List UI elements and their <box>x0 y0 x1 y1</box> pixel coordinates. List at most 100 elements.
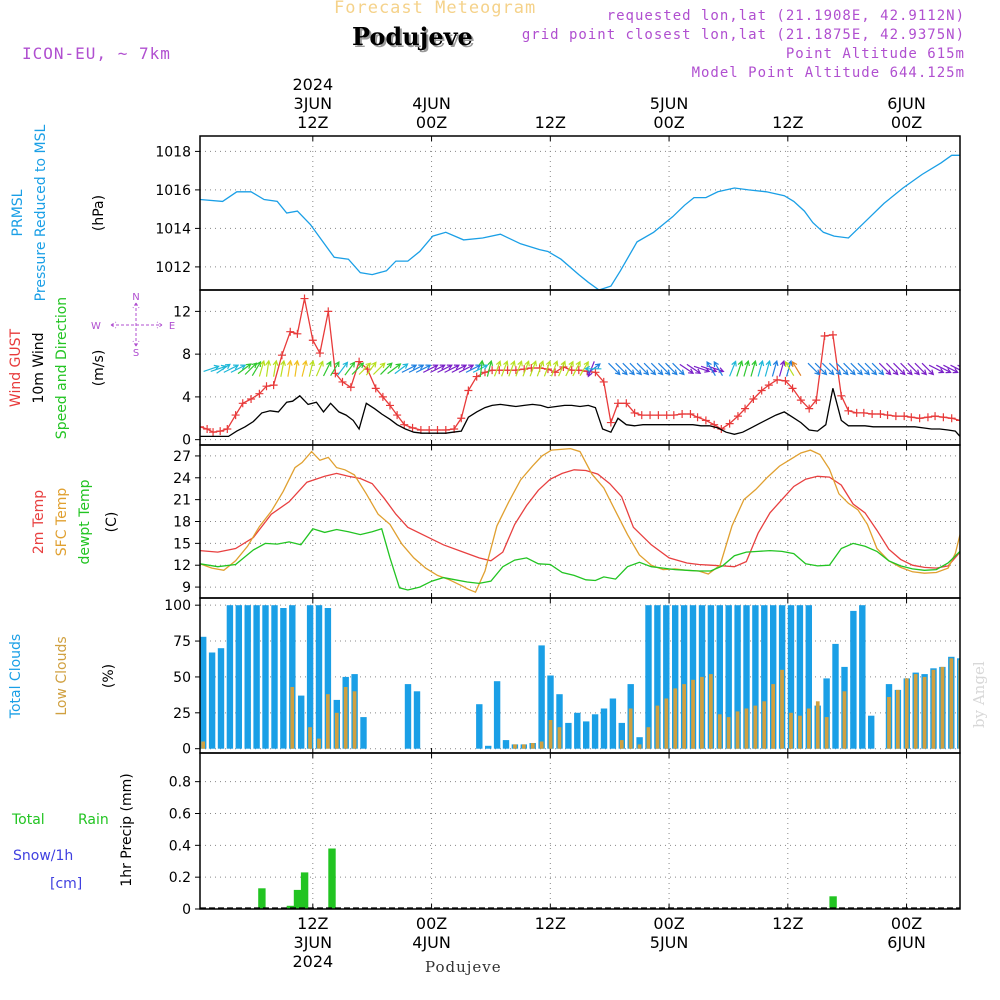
wind-arrow <box>536 360 545 377</box>
wind-arrow <box>928 364 945 374</box>
wind-arrow <box>921 362 935 376</box>
bar-total-clouds <box>262 605 269 749</box>
wind10m-label: 10m Wind <box>31 332 47 403</box>
bar-total-clouds <box>226 605 234 749</box>
bar-total-clouds <box>315 605 323 749</box>
wind-arrow <box>223 364 240 373</box>
wind-arrow <box>337 361 349 376</box>
wind-arrow <box>293 359 300 377</box>
bar-total-clouds <box>600 708 608 749</box>
bar-total-clouds <box>583 721 590 749</box>
gust-marker <box>788 384 797 393</box>
snow-label: Snow/1h <box>13 848 73 864</box>
gust-marker <box>796 396 805 405</box>
wind-arrow <box>380 362 393 375</box>
bar-total-clouds <box>404 684 412 749</box>
bar-low-clouds <box>931 669 936 749</box>
bottom-time-label: 00Z <box>653 914 684 933</box>
panel-data <box>200 294 960 438</box>
bar-low-clouds <box>334 712 339 749</box>
gust-marker <box>393 411 402 420</box>
wind-arrow <box>372 362 386 375</box>
wind-arrow <box>493 360 502 377</box>
bar-low-clouds <box>557 727 562 749</box>
bar-total-clouds <box>663 605 670 749</box>
wind-arrow <box>878 362 892 376</box>
wind-arrow <box>565 360 574 377</box>
gust-marker <box>457 414 466 423</box>
bar-low-clouds <box>753 705 758 749</box>
temp-units: (C) <box>104 512 120 533</box>
wind-arrow <box>778 359 786 377</box>
meteogram-top-label: Forecast Meteogram <box>334 0 537 18</box>
gust-marker <box>733 412 742 421</box>
bar-total-clouds <box>574 712 581 749</box>
bar-total-clouds <box>734 605 741 749</box>
wind-arrow <box>807 362 821 376</box>
wind-arrow <box>893 362 906 376</box>
model-label: ICON-EU, ~ 7km <box>22 44 171 63</box>
gust-marker <box>247 395 256 404</box>
y-tick-label: 15 <box>173 536 191 552</box>
bar-total-clouds <box>787 605 795 749</box>
bottom-time-label: 12Z <box>535 914 566 933</box>
bar-total-clouds <box>485 745 492 749</box>
series-sfc-temp <box>200 447 960 594</box>
gust-marker <box>606 418 615 427</box>
gust-marker <box>503 366 512 375</box>
bar-low-clouds <box>896 689 900 749</box>
gust-marker <box>820 331 829 340</box>
gust-marker <box>315 349 324 358</box>
bar-total-clouds <box>823 678 830 749</box>
gust-marker <box>781 376 790 385</box>
bar-total-clouds <box>591 714 599 749</box>
gust-marker <box>277 351 286 360</box>
gust-marker <box>773 375 782 384</box>
wind-arrow <box>230 364 247 373</box>
gust-marker <box>255 389 264 398</box>
bar-total-rain <box>328 848 336 909</box>
bar-total-clouds <box>324 608 332 749</box>
gust-marker <box>837 391 846 400</box>
panel-1: 1012 1014 1016 1018 <box>155 135 961 291</box>
wind-arrow <box>437 364 453 373</box>
gust-marker <box>662 411 671 420</box>
wind-arrow <box>308 359 315 377</box>
wind-arrow <box>871 362 885 376</box>
y-tick-label: 25 <box>173 706 191 722</box>
y-tick-label: 12 <box>173 558 191 574</box>
gust-marker <box>371 384 380 393</box>
bar-total-clouds <box>850 610 857 749</box>
gust-marker <box>331 369 340 378</box>
panel-5: 0 0.2 0.4 0.6 0.8 <box>169 752 961 918</box>
wind-arrow <box>650 362 664 376</box>
y-tick-label: 24 <box>173 471 191 487</box>
panel-data <box>258 848 837 909</box>
bar-total-clouds <box>654 605 661 749</box>
top-time-label: 00Z <box>416 113 447 132</box>
wind-arrow <box>864 362 878 376</box>
bar-low-clouds <box>290 687 295 749</box>
bar-total-rain <box>293 889 302 909</box>
bottom-time-label: 3JUN <box>294 933 333 952</box>
wind-arrow <box>458 364 475 373</box>
y-tick-label: 4 <box>182 390 191 406</box>
wind-arrow <box>885 362 899 376</box>
wind-arrow <box>784 360 795 377</box>
y-tick-label: 0.4 <box>169 838 191 854</box>
wind-units: (m/s) <box>91 350 107 387</box>
bar-low-clouds <box>913 674 918 749</box>
y-tick-label: 8 <box>182 347 191 363</box>
y-tick-label: 1016 <box>155 183 191 199</box>
wind-arrow <box>943 364 959 374</box>
wind-arrow <box>451 364 468 373</box>
gust-marker <box>757 386 766 395</box>
bottom-time-label: 2024 <box>292 952 333 971</box>
bar-low-clouds <box>709 674 713 749</box>
series-dewpt-temp <box>200 527 960 591</box>
watermark: by Angel <box>970 661 988 728</box>
wind-arrow <box>501 360 509 377</box>
bar-low-clouds <box>940 666 945 749</box>
bar-total-clouds <box>636 737 643 749</box>
